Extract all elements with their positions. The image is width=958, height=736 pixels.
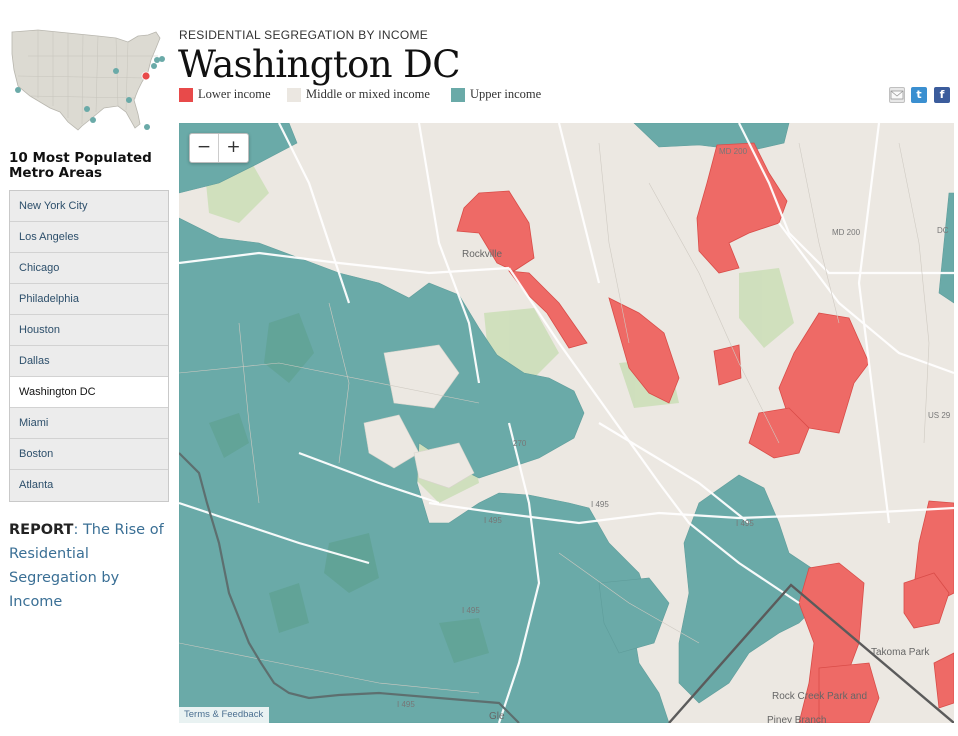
road-label-dc: DC — [937, 226, 949, 235]
twitter-icon[interactable]: t — [911, 87, 927, 103]
facebook-icon[interactable]: f — [934, 87, 950, 103]
road-label-md200-b: MD 200 — [832, 228, 861, 237]
road-label-i495-c: I 495 — [736, 519, 754, 528]
metro-areas-heading: 10 Most Populated Metro Areas — [9, 150, 152, 181]
place-label-piney-branch: Piney Branch — [767, 715, 826, 723]
road-label-i495-d: I 495 — [462, 606, 480, 615]
city-item-boston[interactable]: Boston — [10, 439, 168, 470]
income-segregation-map[interactable]: MD 200 MD 200 270 I 495 I 495 I 495 I 49… — [179, 123, 954, 723]
page-kicker: RESIDENTIAL SEGREGATION BY INCOME — [179, 28, 429, 42]
zoom-control: − + — [189, 133, 249, 163]
report-link[interactable]: The Rise of Residential Segregation by I… — [9, 522, 164, 610]
map-canvas: MD 200 MD 200 270 I 495 I 495 I 495 I 49… — [179, 123, 954, 723]
legend-swatch-upper — [451, 88, 465, 102]
us-overview-map[interactable] — [8, 26, 168, 138]
roads — [179, 123, 954, 723]
marker-los-angeles[interactable] — [15, 87, 21, 93]
city-item-houston[interactable]: Houston — [10, 315, 168, 346]
place-label-takoma-park: Takoma Park — [871, 647, 930, 658]
marker-miami[interactable] — [144, 124, 150, 130]
marker-boston[interactable] — [159, 56, 165, 62]
road-label-270: 270 — [513, 439, 527, 448]
report-block: REPORT: The Rise of Residential Segregat… — [9, 518, 169, 614]
marker-washington-dc[interactable] — [141, 71, 151, 81]
legend-label-middle: Middle or mixed income — [306, 87, 430, 101]
marker-chicago[interactable] — [113, 68, 119, 74]
marker-houston[interactable] — [90, 117, 96, 123]
potomac-boundary — [179, 452, 520, 723]
email-icon[interactable] — [889, 87, 905, 103]
zoom-in-button[interactable]: + — [226, 137, 241, 157]
place-label-rock-creek: Rock Creek Park and — [772, 691, 867, 702]
sidebar: 10 Most Populated Metro Areas New York C… — [0, 0, 175, 736]
city-list: New York City Los Angeles Chicago Philad… — [9, 190, 169, 502]
city-item-new-york-city[interactable]: New York City — [10, 191, 168, 222]
terms-feedback-link[interactable]: Terms & Feedback — [179, 707, 270, 723]
report-colon: : — [73, 522, 79, 538]
legend-label-upper: Upper income — [470, 87, 542, 101]
road-label-i495-e: I 495 — [397, 700, 415, 709]
city-item-atlanta[interactable]: Atlanta — [10, 470, 168, 501]
marker-philadelphia[interactable] — [151, 63, 157, 69]
page-title: Washington DC — [178, 43, 461, 86]
road-label-md200-a: MD 200 — [719, 147, 748, 156]
city-item-philadelphia[interactable]: Philadelphia — [10, 284, 168, 315]
road-label-i495-a: I 495 — [484, 516, 502, 525]
marker-atlanta[interactable] — [126, 97, 132, 103]
place-label-glen: Gle — [489, 711, 505, 722]
city-item-los-angeles[interactable]: Los Angeles — [10, 222, 168, 253]
place-label-rockville: Rockville — [462, 249, 502, 260]
dc-boundary — [668, 583, 954, 723]
lower-income-areas — [456, 142, 954, 723]
road-label-i495-b: I 495 — [591, 500, 609, 509]
city-item-chicago[interactable]: Chicago — [10, 253, 168, 284]
legend-swatch-middle — [287, 88, 301, 102]
legend-label-lower: Lower income — [198, 87, 271, 101]
city-item-washington-dc[interactable]: Washington DC — [10, 377, 168, 408]
legend-swatch-lower — [179, 88, 193, 102]
upper-park-overlays — [209, 313, 489, 663]
marker-dallas[interactable] — [84, 106, 90, 112]
report-label: REPORT — [9, 522, 74, 538]
city-item-miami[interactable]: Miami — [10, 408, 168, 439]
us-outline — [11, 29, 161, 131]
zoom-out-button[interactable]: − — [190, 134, 219, 162]
road-label-us29: US 29 — [928, 411, 951, 420]
minor-roads — [179, 142, 930, 694]
marker-new-york[interactable] — [154, 57, 160, 63]
city-item-dallas[interactable]: Dallas — [10, 346, 168, 377]
